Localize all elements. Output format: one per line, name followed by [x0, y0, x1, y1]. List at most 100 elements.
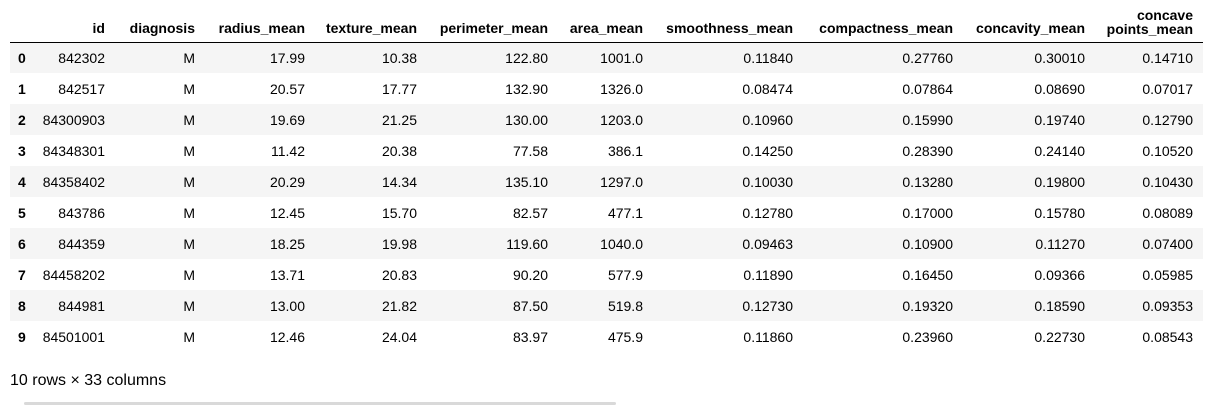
- table-cell: 77.58: [512, 142, 548, 159]
- index-header: [10, 0, 36, 43]
- row-index: 7: [18, 266, 26, 283]
- table-row: 7 84458202 M 13.71 20.83 90.20 577.9 0.11890 0.1…: [10, 259, 1203, 290]
- table-cell: 24.04: [381, 328, 417, 345]
- table-cell: 842302: [58, 49, 105, 66]
- table-cell: 122.80: [505, 49, 548, 66]
- row-index: 9: [18, 328, 26, 345]
- table-cell: 1203.0: [600, 111, 643, 128]
- table-cell: 1297.0: [600, 173, 643, 190]
- table-cell: 0.10030: [742, 173, 793, 190]
- table-cell: 0.08089: [1142, 204, 1193, 221]
- table-cell: 0.07017: [1142, 80, 1193, 97]
- table-cell: 0.15990: [902, 111, 953, 128]
- table-cell: 842517: [58, 80, 105, 97]
- table-cell: 17.77: [381, 80, 417, 97]
- table-cell: 0.14250: [742, 142, 793, 159]
- row-index: 5: [18, 204, 26, 221]
- table-row: 9 84501001 M 12.46 24.04 83.97 475.9 0.11860 0.2…: [10, 321, 1203, 352]
- table-cell: 84348301: [42, 142, 105, 159]
- table-cell: 519.8: [607, 297, 643, 314]
- table-cell: 0.19740: [1034, 111, 1085, 128]
- table-cell: 19.98: [381, 235, 417, 252]
- table-cell: 0.09353: [1142, 297, 1193, 314]
- table-cell: 20.29: [269, 173, 305, 190]
- table-cell: M: [183, 328, 195, 345]
- table-cell: 82.57: [512, 204, 548, 221]
- table-cell: 10.38: [381, 49, 417, 66]
- table-cell: 13.71: [269, 266, 305, 283]
- table-cell: 0.12730: [742, 297, 793, 314]
- table-cell: 0.05985: [1142, 266, 1193, 283]
- table-cell: 0.12790: [1142, 111, 1193, 128]
- table-cell: 1326.0: [600, 80, 643, 97]
- table-cell: M: [183, 80, 195, 97]
- column-header: radius_mean: [205, 0, 315, 43]
- column-header: perimeter_mean: [427, 0, 558, 43]
- row-index: 0: [18, 49, 26, 66]
- table-cell: 0.10900: [902, 235, 953, 252]
- table-row: 2 84300903 M 19.69 21.25 130.00 1203.0 0.10960 0…: [10, 104, 1203, 135]
- table-cell: 11.42: [271, 142, 305, 159]
- table-cell: 84300903: [42, 111, 105, 128]
- table-cell: 12.46: [269, 328, 305, 345]
- table-cell: 844359: [58, 235, 105, 252]
- table-cell: 0.07864: [902, 80, 953, 97]
- table-cell: 0.28390: [902, 142, 953, 159]
- table-cell: 0.08543: [1142, 328, 1193, 345]
- row-index: 1: [18, 80, 26, 97]
- table-cell: 0.12780: [742, 204, 793, 221]
- table-cell: M: [183, 142, 195, 159]
- column-header: concave points_mean: [1095, 0, 1203, 43]
- table-cell: M: [183, 235, 195, 252]
- dataframe-table: id diagnosis radius_mean texture_mean pe…: [10, 0, 1203, 352]
- table-cell: 132.90: [505, 80, 548, 97]
- table-cell: 20.83: [381, 266, 417, 283]
- table-row: 0 842302 M 17.99 10.38 122.80 1001.0 0.11840 0.2…: [10, 42, 1203, 73]
- horizontal-scrollbar[interactable]: [24, 402, 616, 405]
- table-row: 6 844359 M 18.25 19.98 119.60 1040.0 0.09463 0.1…: [10, 228, 1203, 259]
- column-header: area_mean: [558, 0, 653, 43]
- table-cell: 475.9: [607, 328, 643, 345]
- table-cell: 0.19320: [902, 297, 953, 314]
- row-index: 4: [18, 173, 26, 190]
- table-cell: 83.97: [512, 328, 548, 345]
- table-cell: 0.11270: [1035, 235, 1085, 252]
- table-cell: 0.16450: [902, 266, 953, 283]
- header-row: id diagnosis radius_mean texture_mean pe…: [10, 0, 1203, 43]
- row-index: 2: [18, 111, 26, 128]
- table-cell: 84458202: [42, 266, 105, 283]
- table-cell: 0.24140: [1034, 142, 1085, 159]
- table-cell: 13.00: [269, 297, 305, 314]
- table-cell: 0.15780: [1034, 204, 1085, 221]
- table-cell: 119.60: [506, 235, 548, 252]
- table-cell: 0.10430: [1142, 173, 1193, 190]
- table-cell: M: [183, 297, 195, 314]
- table-cell: 0.11840: [743, 49, 793, 66]
- table-row: 4 84358402 M 20.29 14.34 135.10 1297.0 0.10030 0…: [10, 166, 1203, 197]
- table-cell: 386.1: [607, 142, 643, 159]
- table-cell: M: [183, 111, 195, 128]
- table-cell: 87.50: [512, 297, 548, 314]
- table-body: 0 842302 M 17.99 10.38 122.80 1001.0 0.11840 0.2…: [10, 42, 1203, 352]
- table-cell: 0.17000: [902, 204, 953, 221]
- table-cell: 0.19800: [1034, 173, 1085, 190]
- dataframe-shape-summary: 10 rows × 33 columns: [10, 372, 167, 389]
- table-cell: 0.23960: [902, 328, 953, 345]
- table-cell: 15.70: [381, 204, 417, 221]
- table-cell: 135.10: [505, 173, 548, 190]
- table-cell: 12.45: [269, 204, 305, 221]
- row-index: 8: [18, 297, 26, 314]
- table-cell: 1001.0: [600, 49, 643, 66]
- table-row: 1 842517 M 20.57 17.77 132.90 1326.0 0.08474 0.0…: [10, 73, 1203, 104]
- table-cell: M: [183, 173, 195, 190]
- table-cell: 577.9: [607, 266, 643, 283]
- dataframe-container: id diagnosis radius_mean texture_mean pe…: [10, 0, 1203, 352]
- table-cell: 0.14710: [1142, 49, 1193, 66]
- table-cell: M: [183, 204, 195, 221]
- table-cell: 843786: [58, 204, 105, 221]
- row-index: 6: [18, 235, 26, 252]
- table-cell: 0.08474: [742, 80, 793, 97]
- table-cell: 0.18590: [1034, 297, 1085, 314]
- table-cell: 19.69: [269, 111, 305, 128]
- table-cell: 84501001: [42, 328, 105, 345]
